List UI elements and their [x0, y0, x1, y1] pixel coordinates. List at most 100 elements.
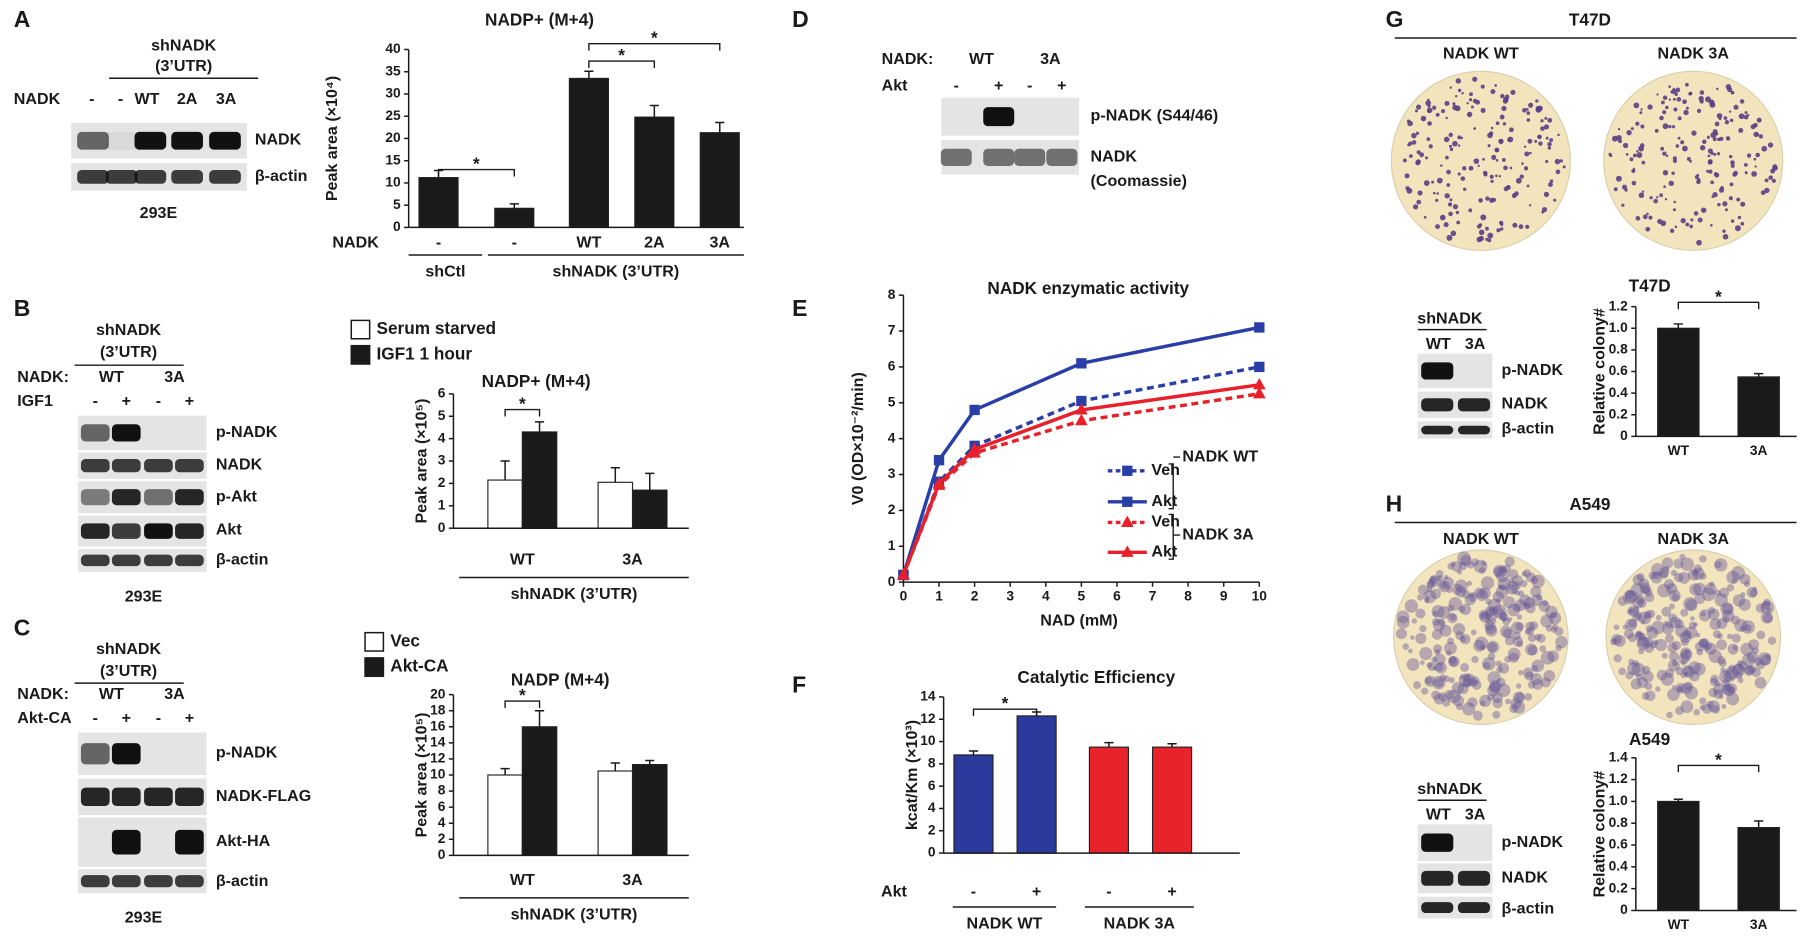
colony	[1529, 151, 1532, 155]
colony	[1448, 144, 1453, 148]
colony	[1669, 228, 1675, 233]
colony	[1637, 598, 1647, 608]
chart-title: NADK enzymatic activity	[987, 278, 1189, 298]
colony	[1709, 677, 1718, 686]
blot-band	[1421, 425, 1454, 435]
lane-label: -	[118, 90, 123, 108]
colony	[1471, 680, 1482, 690]
colony	[1636, 573, 1645, 581]
blot-band	[171, 170, 203, 184]
colony	[1504, 556, 1515, 567]
colony	[1625, 589, 1638, 603]
colony	[1660, 570, 1669, 579]
colony	[1663, 579, 1675, 590]
colony	[1721, 679, 1730, 688]
colony	[1438, 580, 1451, 593]
colony	[1764, 187, 1770, 194]
marker	[1076, 358, 1087, 369]
colony	[1415, 104, 1422, 110]
colony	[1424, 676, 1433, 685]
colony	[1524, 693, 1533, 701]
colony	[1678, 652, 1690, 665]
colony	[1555, 644, 1562, 652]
y-tick-label: 30	[385, 86, 401, 101]
colony	[1473, 158, 1480, 164]
colony	[1435, 663, 1444, 672]
colony	[1531, 664, 1539, 672]
bar	[418, 177, 459, 229]
colony	[1432, 105, 1437, 110]
y-tick-label: 16	[430, 718, 446, 733]
colony	[1657, 583, 1671, 598]
lane-row-label: Akt-CA	[17, 709, 72, 727]
lane-label: 3A	[164, 685, 185, 703]
colony	[1526, 184, 1530, 188]
colony	[1650, 571, 1663, 584]
y-tick-label: 3	[438, 453, 446, 468]
colony	[1722, 233, 1729, 240]
x-tick-label: WT	[1668, 443, 1690, 458]
colony	[1455, 630, 1465, 640]
colony	[1633, 102, 1640, 109]
colony	[1755, 660, 1766, 670]
y-tick-label: 2	[888, 502, 896, 517]
colony	[1547, 117, 1553, 123]
blot-band	[144, 459, 173, 473]
colony	[1643, 610, 1652, 619]
colony	[1487, 693, 1495, 701]
significance-label: *	[519, 685, 526, 705]
colony	[1545, 159, 1549, 164]
colony	[1641, 619, 1646, 624]
colony	[1613, 654, 1622, 663]
colony	[1540, 650, 1555, 665]
marker	[1076, 395, 1087, 407]
blot-band	[111, 829, 141, 855]
colony	[1685, 626, 1698, 639]
colony	[1730, 219, 1735, 223]
colony	[1743, 114, 1749, 120]
blot-band	[1421, 398, 1454, 412]
blot-band	[1014, 148, 1046, 167]
colony	[1497, 577, 1511, 591]
colony	[1708, 688, 1718, 698]
colony	[1455, 210, 1460, 215]
colony	[1744, 171, 1748, 175]
colony	[1732, 645, 1738, 651]
band-label: p-NADK (S44/46)	[1091, 106, 1219, 124]
colony	[1636, 152, 1643, 159]
colony	[1633, 606, 1640, 613]
colony	[1419, 625, 1427, 633]
y-tick-label: 18	[430, 702, 446, 717]
colony	[1531, 659, 1545, 673]
lane-label: -	[89, 90, 94, 108]
colony	[1432, 618, 1440, 626]
y-tick-label: 0.8	[1609, 342, 1628, 357]
colony	[1617, 596, 1628, 606]
blot-header: shNADK	[96, 640, 162, 658]
colony	[1520, 580, 1528, 588]
panel-letter: H	[1386, 490, 1403, 516]
x-tick-label: 7	[1149, 589, 1157, 604]
colony	[1498, 175, 1502, 178]
y-tick-label: 1.4	[1609, 749, 1628, 764]
colony	[1710, 674, 1719, 684]
colony	[1732, 663, 1746, 677]
colony	[1547, 146, 1552, 150]
colony	[1712, 192, 1718, 198]
colony	[1472, 98, 1478, 104]
colony	[1492, 604, 1507, 619]
colony	[1626, 129, 1632, 136]
colony	[1641, 585, 1651, 594]
colony	[1740, 642, 1754, 656]
significance-label: *	[1002, 693, 1009, 713]
colony	[1615, 175, 1622, 182]
colony	[1444, 689, 1455, 700]
chart-title: T47D	[1629, 276, 1671, 296]
colony	[1659, 193, 1663, 198]
colony	[1530, 586, 1542, 598]
colony	[1651, 620, 1665, 635]
colony	[1489, 680, 1502, 693]
y-tick-label: 0	[1620, 902, 1628, 917]
colony	[1447, 604, 1455, 612]
